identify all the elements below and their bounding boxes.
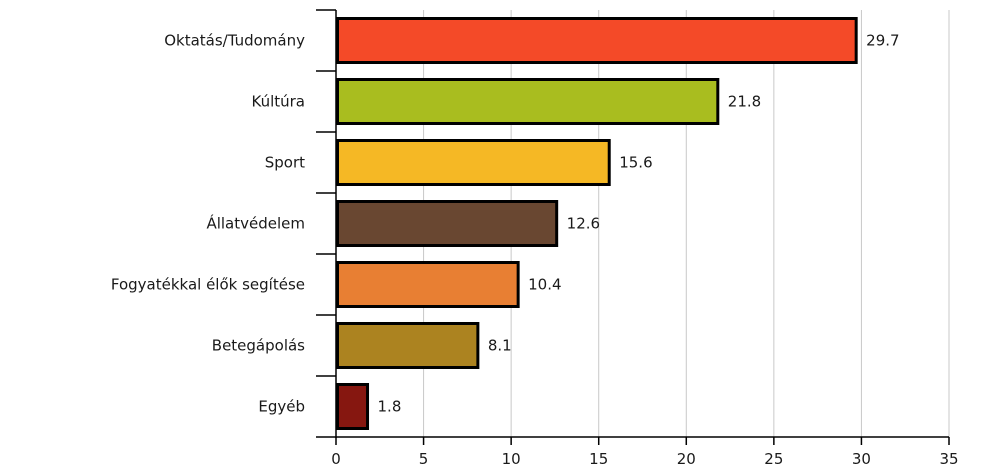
category-label-3: Állatvédelem xyxy=(206,214,305,233)
category-label-6: Egyéb xyxy=(258,398,305,416)
category-label-4: Fogyatékkal élők segítése xyxy=(111,276,305,294)
labels: Oktatás/Tudomány 29.7 Kúltúra 21.8 Sport 15.6… xyxy=(111,32,959,469)
bar-5 xyxy=(336,322,480,369)
x-tick-label-0: 0 xyxy=(331,450,341,468)
category-label-0: Oktatás/Tudomány xyxy=(164,32,305,50)
value-label-5: 8.1 xyxy=(488,337,512,355)
category-label-2: Sport xyxy=(265,154,305,172)
x-tick-label-25: 25 xyxy=(764,450,783,468)
x-tick-label-15: 15 xyxy=(589,450,608,468)
value-label-1: 21.8 xyxy=(728,93,761,111)
x-tick-label-35: 35 xyxy=(939,450,958,468)
bar-3 xyxy=(336,200,559,247)
axes xyxy=(316,9,950,445)
value-label-4: 10.4 xyxy=(528,276,561,294)
category-label-1: Kúltúra xyxy=(251,93,305,111)
value-label-2: 15.6 xyxy=(619,154,652,172)
x-tick-label-20: 20 xyxy=(677,450,696,468)
bars xyxy=(336,17,858,430)
category-label-5: Betegápolás xyxy=(212,337,305,355)
x-tick-label-10: 10 xyxy=(502,450,521,468)
bar-6 xyxy=(336,383,370,430)
value-label-0: 29.7 xyxy=(866,32,899,50)
value-label-3: 12.6 xyxy=(567,215,600,233)
x-tick-label-5: 5 xyxy=(419,450,429,468)
value-label-6: 1.8 xyxy=(378,398,402,416)
bar-1 xyxy=(336,78,720,125)
x-tick-label-30: 30 xyxy=(852,450,871,468)
bar-0 xyxy=(336,17,858,64)
bar-2 xyxy=(336,139,611,186)
bar-4 xyxy=(336,261,520,308)
